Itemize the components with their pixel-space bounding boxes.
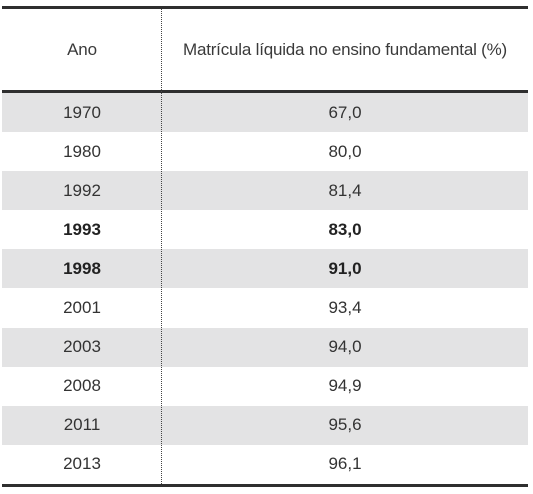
enrollment-cell: 80,0 [328,141,362,161]
table-row: 2008 94,9 [2,367,528,406]
year-cell: 1980 [63,141,101,161]
table-body: 1970 67,0 1980 80,0 1992 81,4 1993 83,0 … [2,93,528,484]
enrollment-table: Ano Matrícula líquida no ensino fundamen… [2,6,528,487]
column-header-year: Ano [67,39,97,59]
year-cell: 2003 [63,337,101,357]
column-divider [161,9,162,484]
year-cell: 1998 [63,258,101,278]
year-cell: 1992 [63,180,101,200]
enrollment-cell: 67,0 [328,102,362,122]
table-row: 1970 67,0 [2,93,528,133]
enrollment-cell: 81,4 [328,180,362,200]
enrollment-cell: 94,0 [328,337,362,357]
year-cell: 2011 [63,415,101,435]
enrollment-cell: 95,6 [328,415,362,435]
enrollment-cell: 93,4 [328,298,362,318]
table-bottom-rule [2,484,528,487]
table-row: 1980 80,0 [2,132,528,171]
table-row: 2011 95,6 [2,405,528,445]
enrollment-cell: 91,0 [328,258,362,278]
year-cell: 1970 [63,102,101,122]
header-bottom-rule [2,90,528,93]
table-row: 1998 91,0 [2,249,528,289]
table-row: 2013 96,1 [2,445,528,484]
column-header-enrollment: Matrícula líquida no ensino fundamental … [182,39,508,59]
enrollment-cell: 96,1 [328,454,362,474]
table-row: 1992 81,4 [2,171,528,211]
table-top-rule [2,6,528,9]
table-row: 1993 83,0 [2,210,528,249]
table-row: 2003 94,0 [2,327,528,367]
enrollment-cell: 83,0 [328,219,362,239]
year-cell: 2008 [63,376,101,396]
year-cell: 1993 [63,219,101,239]
table-row: 2001 93,4 [2,288,528,327]
year-cell: 2001 [63,298,101,318]
table-header: Ano Matrícula líquida no ensino fundamen… [2,9,528,90]
year-cell: 2013 [63,454,101,474]
enrollment-cell: 94,9 [328,376,362,396]
